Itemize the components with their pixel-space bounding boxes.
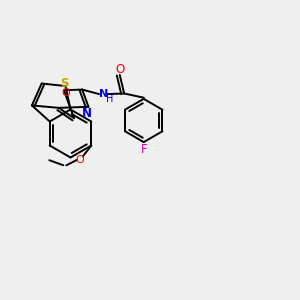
Text: N: N xyxy=(82,107,92,120)
Text: N: N xyxy=(100,89,109,99)
Text: F: F xyxy=(141,143,148,156)
Text: H: H xyxy=(106,94,113,104)
Text: S: S xyxy=(61,77,69,90)
Text: O: O xyxy=(76,155,84,165)
Text: O: O xyxy=(115,63,124,76)
Text: O: O xyxy=(61,88,70,98)
